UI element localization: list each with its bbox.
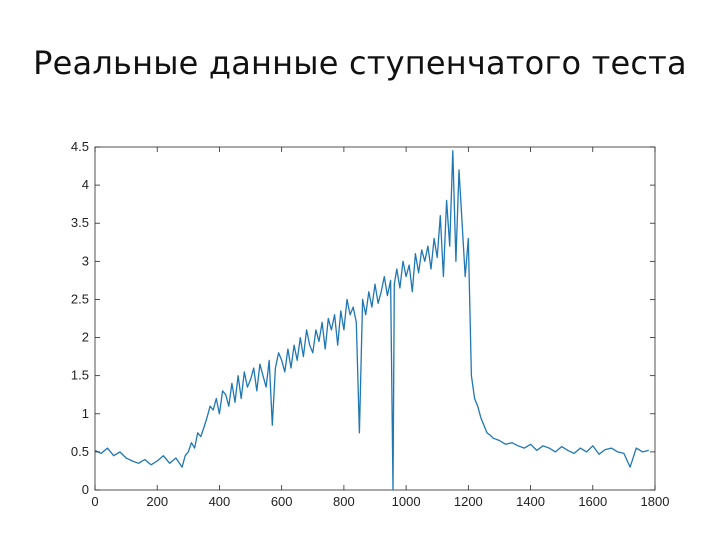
y-tick-label: 1 [82,406,89,421]
y-tick-label: 0 [82,482,89,497]
x-tick-label: 1800 [641,494,670,509]
series-layer [94,150,649,491]
y-tick-label: 2 [82,330,89,345]
y-tick-label: 3.5 [71,215,89,230]
y-axis-ticks: 0 0.5 1 1.5 2 2.5 3 3.5 4 4.5 [71,139,655,497]
y-tick-label: 4 [82,177,89,192]
x-tick-label: 1200 [454,494,483,509]
x-tick-label: 200 [146,494,168,509]
y-tick-label: 0.5 [71,444,89,459]
x-axis-ticks: 0 200 400 600 800 1000 1200 1400 1600 1800 [91,147,669,509]
x-tick-label: 600 [271,494,293,509]
y-tick-label: 1.5 [71,368,89,383]
y-tick-label: 4.5 [71,139,89,154]
x-tick-label: 400 [209,494,231,509]
plot-area-box [94,146,656,491]
x-tick-label: 800 [333,494,355,509]
x-tick-label: 1600 [578,494,607,509]
plot-frame [94,146,656,491]
x-tick-label: 0 [91,494,98,509]
x-tick-label: 1000 [392,494,421,509]
y-tick-label: 2.5 [71,291,89,306]
x-tick-label: 1400 [516,494,545,509]
slide-title: Реальные данные ступенчатого теста [33,44,687,82]
series-line-0 [94,150,649,491]
y-tick-label: 3 [82,253,89,268]
